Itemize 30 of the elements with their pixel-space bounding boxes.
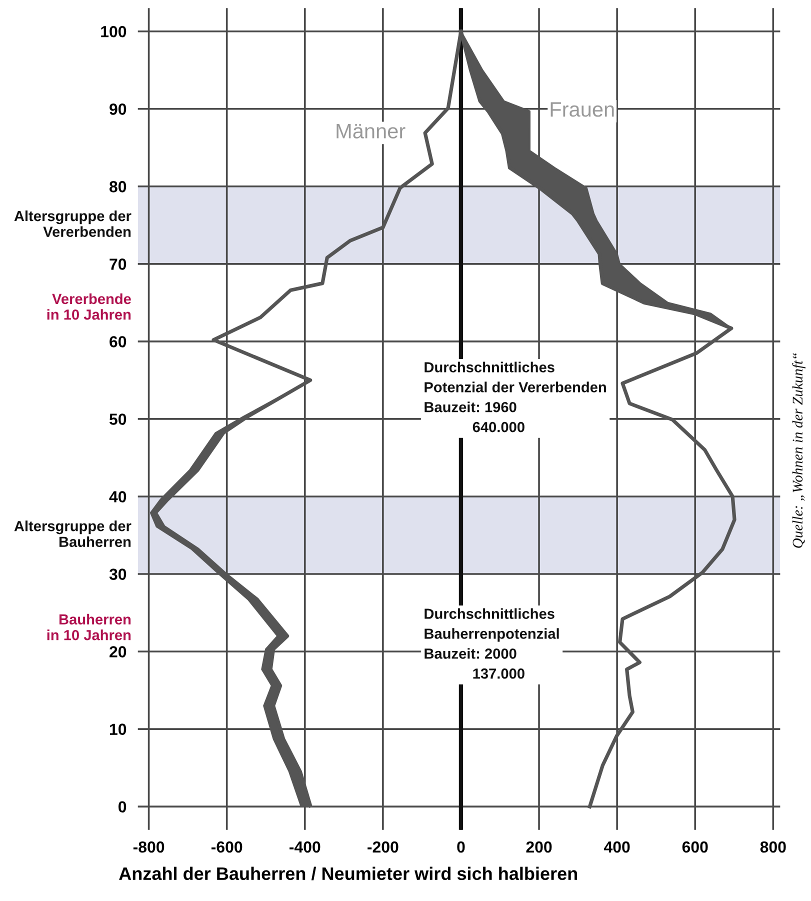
band-label: Altersgruppe der Bauherren xyxy=(14,520,132,548)
source-note: Quelle: „Wohnen in der Zukunft“ xyxy=(792,353,806,548)
x-tick-label: 400 xyxy=(604,841,630,853)
y-tick-label: 20 xyxy=(110,646,126,658)
series-label: Männer xyxy=(336,124,406,139)
y-tick-label: 90 xyxy=(110,104,126,115)
y-tick-label: 100 xyxy=(101,26,126,38)
x-tick-label: -200 xyxy=(368,841,398,853)
y-tick-label: 40 xyxy=(109,491,126,502)
annotation: Durchschnittliches Bauherrenpotenzial Bauzeit: 2000 137.000 xyxy=(424,608,559,679)
x-tick-label: 200 xyxy=(526,841,552,853)
text: Bauherren in 10 Jahren xyxy=(47,614,131,640)
text: Vererbende in 10 Jahren xyxy=(47,293,131,320)
x-tick-label: -800 xyxy=(133,841,164,853)
y-tick-label: 50 xyxy=(109,414,126,425)
y-tick-label: 10 xyxy=(110,724,126,735)
band-label: Altersgruppe der Vererbenden xyxy=(14,210,132,237)
y-tick-label: 30 xyxy=(109,568,126,580)
y-tick-label: 0 xyxy=(118,801,126,813)
x-tick-label: 800 xyxy=(760,841,786,853)
y-tick-label: 70 xyxy=(110,258,126,270)
y-tick-label: 60 xyxy=(110,336,126,348)
x-tick-label: -400 xyxy=(290,841,320,853)
text: Frauen xyxy=(550,102,614,117)
x-tick-label: 0 xyxy=(457,841,465,853)
x-tick-label: 600 xyxy=(682,841,708,853)
y-tick-label: 80 xyxy=(110,181,126,192)
x-axis-title: Anzahl der Bauherren / Neumieter wird sich halbieren xyxy=(119,866,578,880)
x-tick-label: -600 xyxy=(211,841,242,853)
annotation: Durchschnittliches Potenzial der Vererbenden Bauzeit: 1960 640.000 xyxy=(424,362,606,432)
